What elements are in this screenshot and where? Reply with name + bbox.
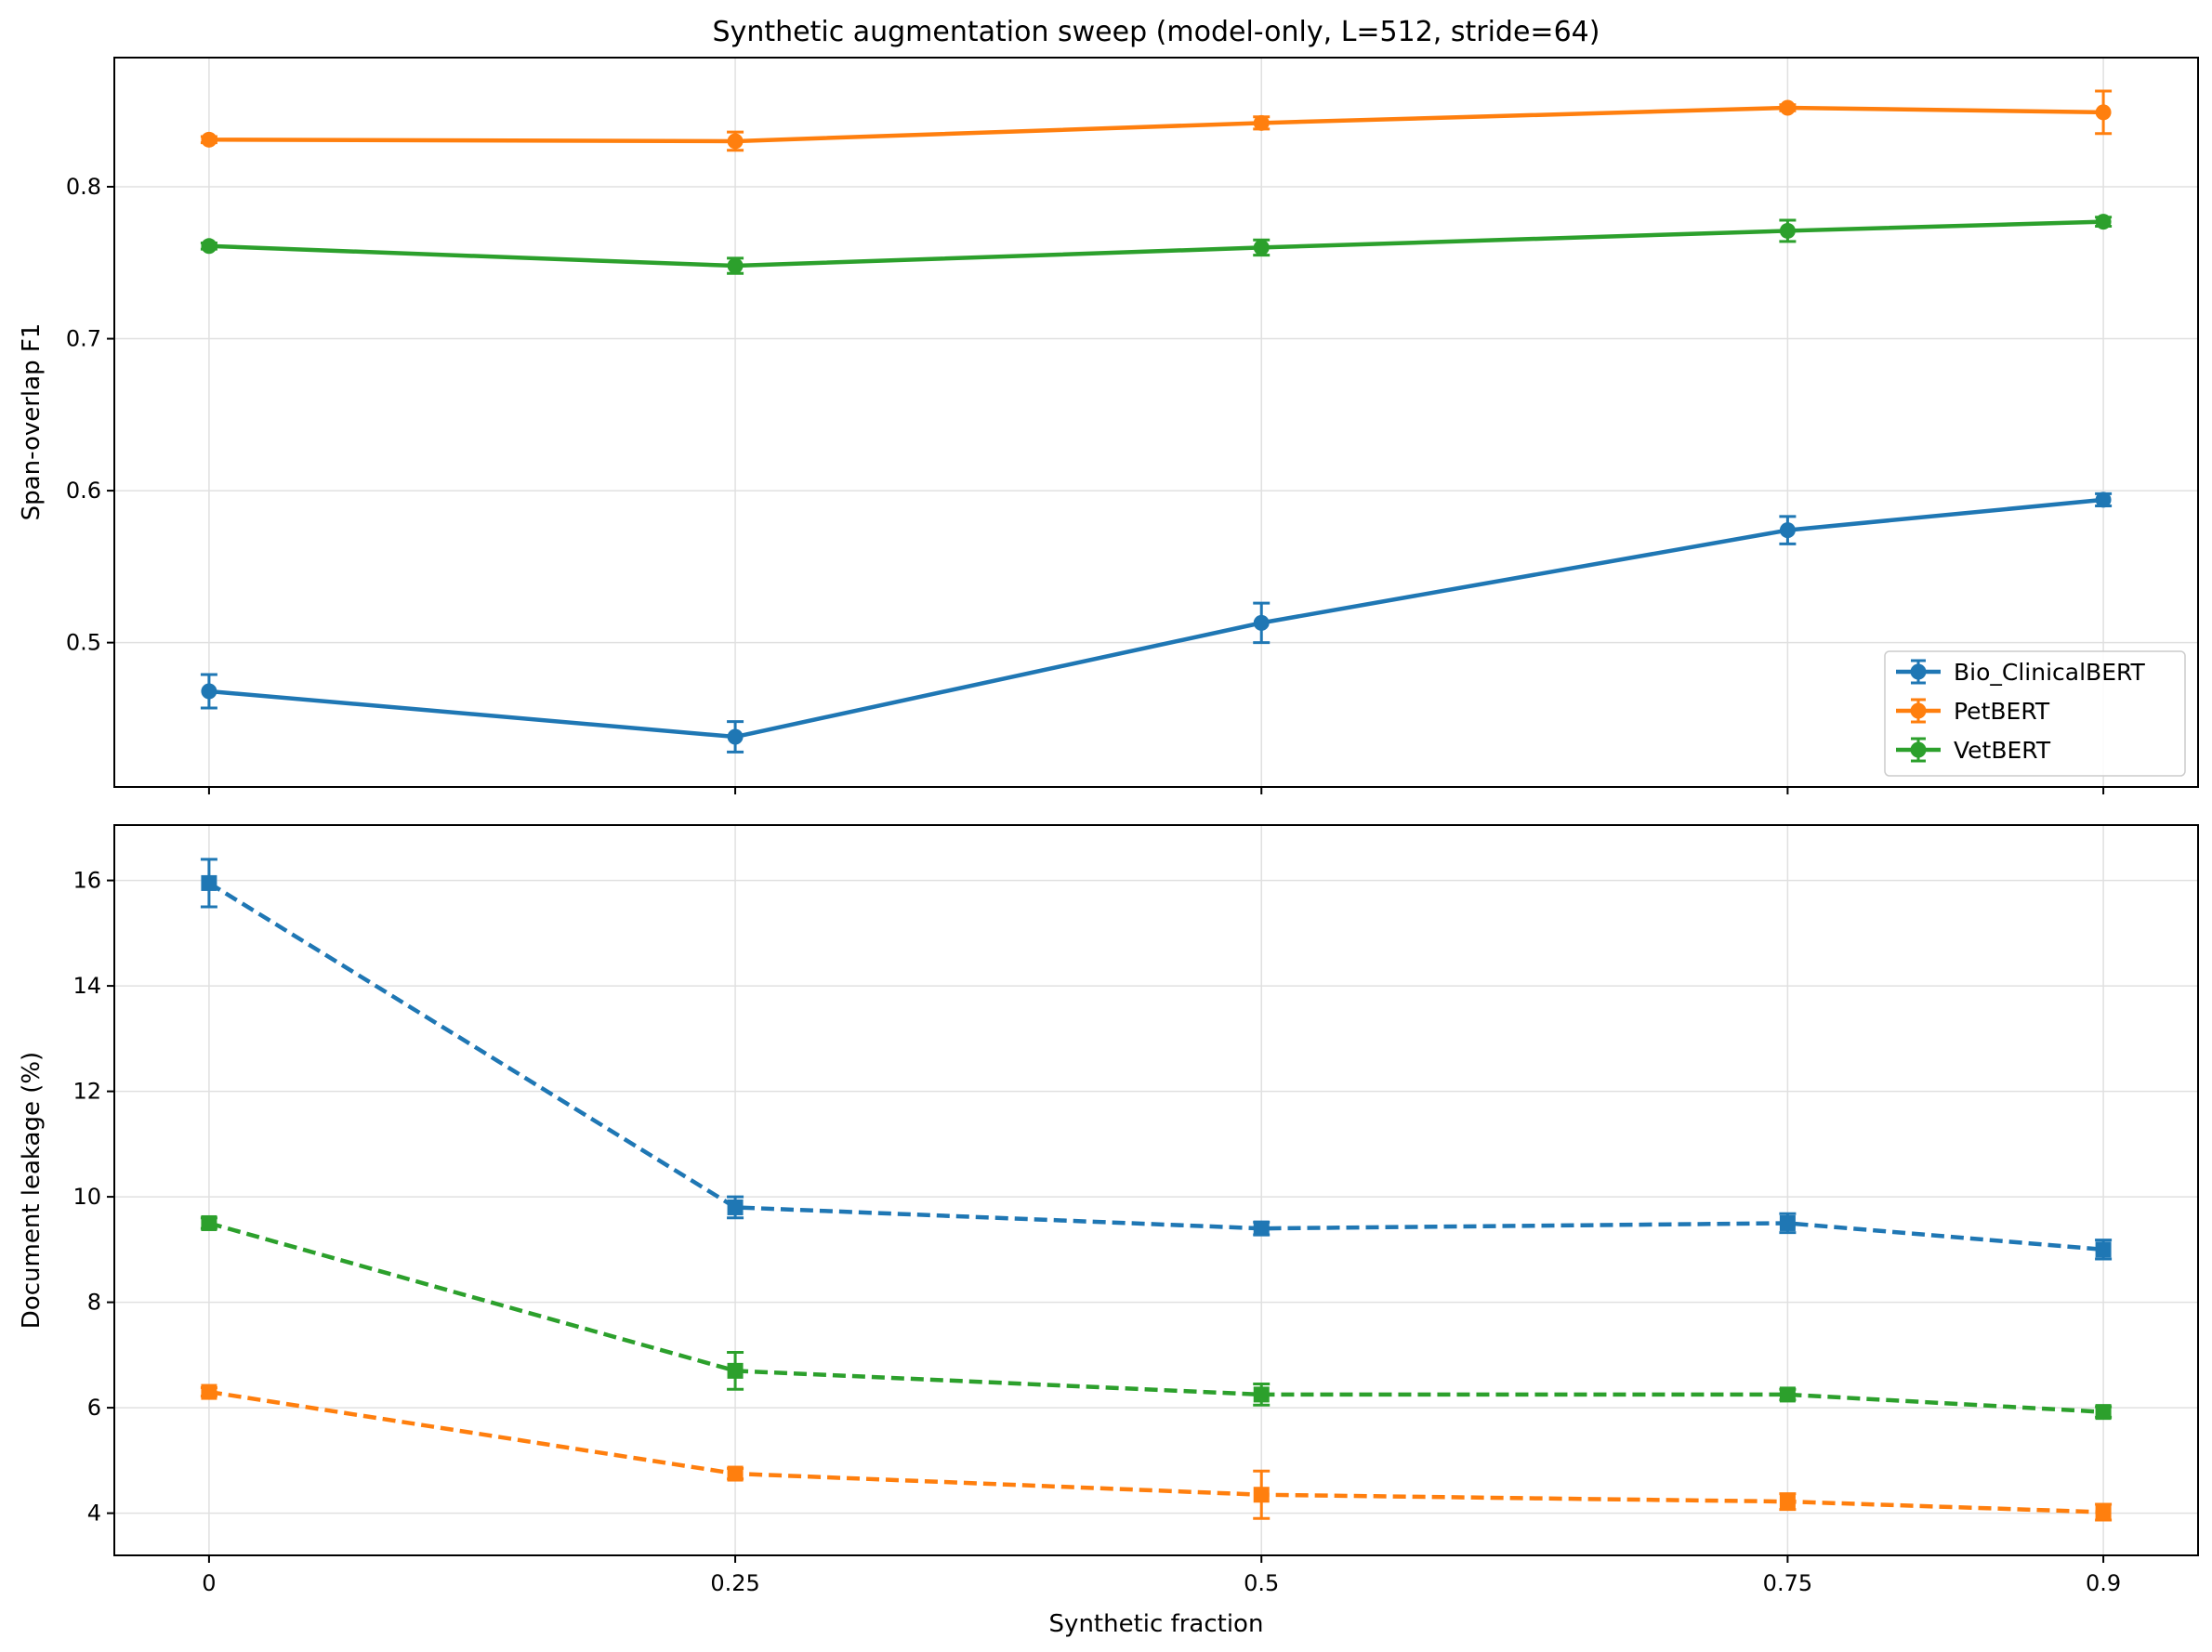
x-tick-label: 0.75 (1763, 1570, 1812, 1596)
data-point (1779, 522, 1796, 539)
data-point (1253, 614, 1270, 631)
x-tick-label: 0.25 (710, 1570, 759, 1596)
top-ticks: 0.5 0.6 0.7 0.8 (66, 174, 2105, 794)
y-tick-label: 0.5 (66, 630, 101, 656)
top-grid (114, 58, 2198, 787)
top-axes-frame (113, 57, 2199, 788)
y-tick-label: 16 (72, 868, 101, 894)
y-tick-label: 8 (87, 1290, 101, 1316)
data-point (201, 1214, 217, 1231)
data-point (2095, 104, 2112, 121)
data-point (201, 874, 217, 891)
y-tick-label: 6 (87, 1395, 101, 1421)
top-series (200, 89, 2113, 754)
x-tick-label: 0.9 (2086, 1570, 2121, 1596)
data-point (2095, 1503, 2112, 1520)
data-point (1253, 1220, 1270, 1237)
series-line-vetbert (208, 1221, 2104, 1414)
x-tick-label: 0 (202, 1570, 216, 1596)
bottom-ticks: 0 0.25 0.5 0.75 0.9 4 6 8 10 12 14 16 (72, 868, 2121, 1596)
x-tick-label: 0.5 (1244, 1570, 1279, 1596)
series-bio-clinicalbert (200, 492, 2113, 754)
data-point (201, 131, 217, 148)
y-tick-label: 0.6 (66, 478, 101, 504)
data-point (1253, 239, 1270, 256)
bottom-series (200, 858, 2113, 1522)
y-tick-label: 10 (72, 1184, 101, 1210)
data-point (727, 728, 744, 745)
data-point (2095, 492, 2112, 508)
data-point (1779, 222, 1796, 239)
bottom-y-axis-label: Document leakage (%) (18, 1052, 46, 1329)
legend-label: VetBERT (1954, 737, 2051, 764)
data-point (1779, 1386, 1796, 1403)
data-point (1253, 1487, 1270, 1503)
data-point (201, 683, 217, 700)
data-point (201, 238, 217, 255)
data-point (727, 257, 744, 274)
bottom-panel-leakage: 0 0.25 0.5 0.75 0.9 4 6 8 10 12 14 16 Document leak… (18, 824, 2199, 1638)
y-tick-label: 4 (87, 1501, 101, 1527)
data-point (1253, 114, 1270, 131)
series-vetbert (200, 214, 2113, 275)
top-y-axis-label: Span-overlap F1 (18, 323, 46, 521)
bottom-axes-frame (113, 824, 2199, 1556)
bottom-grid (114, 825, 2198, 1555)
data-point (727, 1199, 744, 1215)
data-point (2095, 1241, 2112, 1258)
y-tick-label: 12 (72, 1079, 101, 1105)
series-bio-clinicalbert (200, 858, 2113, 1261)
data-point (1779, 1214, 1796, 1231)
legend-label: PetBERT (1954, 698, 2050, 725)
legend: Bio_ClinicalBERT PetBERT VetBERT (1884, 650, 2186, 777)
legend-item-petbert: PetBERT (1896, 698, 2050, 725)
data-point (1253, 1386, 1270, 1403)
legend-marker (1910, 702, 1927, 719)
legend-box (1884, 650, 2186, 777)
legend-marker (1910, 663, 1927, 680)
data-point (727, 1465, 744, 1482)
data-point (2095, 214, 2112, 230)
series-petbert (200, 1383, 2113, 1522)
chart-title: Synthetic augmentation sweep (model-only… (713, 16, 1600, 48)
data-point (1779, 1493, 1796, 1510)
legend-item-bio-clinicalbert: Bio_ClinicalBERT (1896, 659, 2146, 686)
data-point (727, 1362, 744, 1379)
top-panel-f1: 0.5 0.6 0.7 0.8 Span-overlap F1 Bio_Clinica… (18, 57, 2199, 794)
legend-item-vetbert: VetBERT (1896, 737, 2051, 764)
data-point (727, 133, 744, 150)
legend-label: Bio_ClinicalBERT (1954, 659, 2146, 686)
x-axis-label: Synthetic fraction (1049, 1610, 1264, 1638)
series-petbert (200, 89, 2113, 152)
data-point (1779, 99, 1796, 116)
legend-marker (1910, 741, 1927, 758)
y-tick-label: 0.7 (66, 326, 101, 352)
data-point (2095, 1404, 2112, 1421)
y-tick-label: 0.8 (66, 174, 101, 200)
y-tick-label: 14 (72, 973, 101, 999)
data-point (201, 1383, 217, 1400)
series-vetbert (200, 1214, 2113, 1421)
